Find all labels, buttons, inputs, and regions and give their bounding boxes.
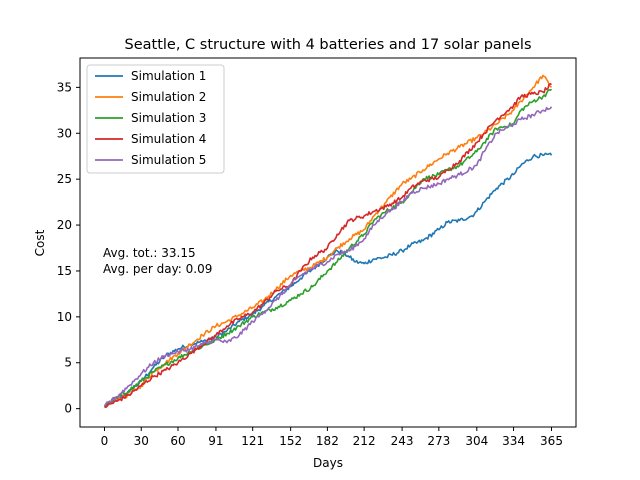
legend-box [86, 64, 225, 174]
x-tick-label: 121 [241, 434, 264, 448]
y-tick-label: 0 [64, 402, 72, 416]
y-tick-label: 30 [57, 126, 72, 140]
series-line-simulation-3 [104, 88, 553, 407]
x-tick-label: 182 [316, 434, 339, 448]
legend-label-simulation-1: Simulation 1 [131, 69, 206, 83]
chart-title: Seattle, C structure with 4 batteries an… [125, 37, 532, 53]
x-tick-label: 334 [502, 434, 525, 448]
y-tick-label: 20 [57, 218, 72, 232]
y-axis-label: Cost [33, 229, 47, 256]
y-tick-label: 35 [57, 80, 72, 94]
y-tick-label: 5 [64, 356, 72, 370]
series-line-simulation-5 [103, 106, 553, 407]
x-axis-label: Days [313, 456, 343, 470]
x-tick-label: 212 [353, 434, 376, 448]
legend: Simulation 1 Simulation 2 Simulation 3 Simu… [86, 64, 225, 174]
x-tick-label: 91 [208, 434, 223, 448]
annotation-per-day: Avg. per day: 0.09 [103, 262, 212, 276]
y-tick-label: 10 [57, 310, 72, 324]
legend-label-simulation-4: Simulation 4 [131, 132, 206, 146]
plot-frame [79, 57, 577, 428]
legend-label-simulation-2: Simulation 2 [131, 90, 206, 104]
legend-label-simulation-3: Simulation 3 [131, 111, 206, 125]
series-line-simulation-4 [104, 82, 552, 409]
y-tick-label: 15 [57, 264, 72, 278]
series-layer [103, 74, 553, 409]
x-tick-label: 304 [465, 434, 488, 448]
legend-label-simulation-5: Simulation 5 [131, 153, 206, 167]
x-tick-label: 30 [134, 434, 149, 448]
series-line-simulation-2 [103, 74, 553, 407]
annotation-total: Avg. tot.: 33.15 [103, 246, 196, 260]
x-tick-label: 152 [279, 434, 302, 448]
y-tick-label: 25 [57, 172, 72, 186]
axes-layer: 0 30 60 91 121 152 182 212 243 273 304 334 365 0 5 10 15… [57, 57, 577, 448]
x-tick-label: 365 [540, 434, 563, 448]
x-tick-label: 0 [101, 434, 109, 448]
x-tick-label: 243 [391, 434, 414, 448]
x-tick-label: 60 [170, 434, 185, 448]
x-tick-label: 273 [427, 434, 450, 448]
